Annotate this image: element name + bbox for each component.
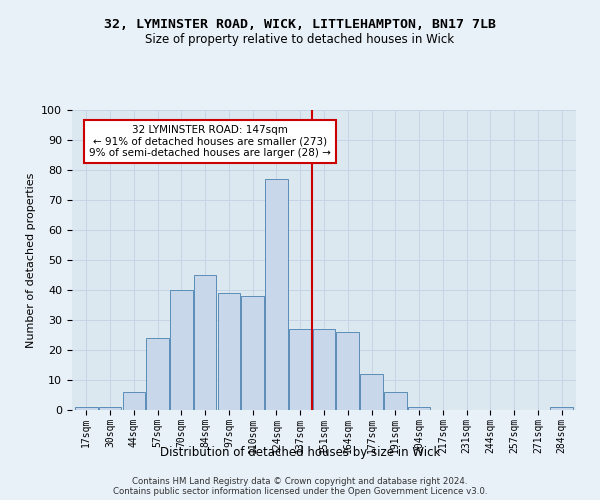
Bar	[550, 407, 573, 410]
Bar	[218, 293, 240, 410]
Bar	[408, 407, 430, 410]
Text: Size of property relative to detached houses in Wick: Size of property relative to detached ho…	[145, 32, 455, 46]
Text: 32, LYMINSTER ROAD, WICK, LITTLEHAMPTON, BN17 7LB: 32, LYMINSTER ROAD, WICK, LITTLEHAMPTON,…	[104, 18, 496, 30]
Bar	[170, 290, 193, 410]
Bar	[99, 407, 121, 410]
Bar	[337, 332, 359, 410]
Bar	[122, 392, 145, 410]
Text: Distribution of detached houses by size in Wick: Distribution of detached houses by size …	[160, 446, 440, 459]
Bar	[75, 407, 98, 410]
Bar	[146, 338, 169, 410]
Bar	[360, 374, 383, 410]
Bar	[289, 329, 311, 410]
Text: 32 LYMINSTER ROAD: 147sqm
← 91% of detached houses are smaller (273)
9% of semi-: 32 LYMINSTER ROAD: 147sqm ← 91% of detac…	[89, 125, 331, 158]
Text: Contains HM Land Registry data © Crown copyright and database right 2024.: Contains HM Land Registry data © Crown c…	[132, 476, 468, 486]
Bar	[265, 179, 288, 410]
Bar	[194, 275, 217, 410]
Bar	[384, 392, 407, 410]
Y-axis label: Number of detached properties: Number of detached properties	[26, 172, 36, 348]
Bar	[241, 296, 264, 410]
Text: Contains public sector information licensed under the Open Government Licence v3: Contains public sector information licen…	[113, 486, 487, 496]
Bar	[313, 329, 335, 410]
